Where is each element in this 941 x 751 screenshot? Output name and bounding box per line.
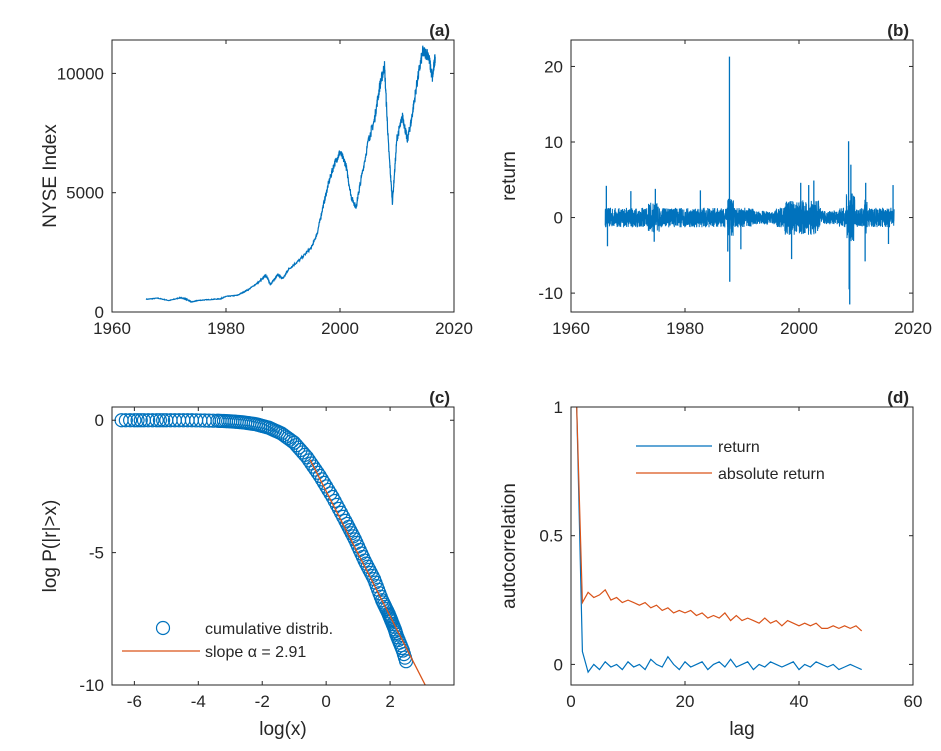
axes-box <box>570 406 914 686</box>
y-tick-label: 1 <box>554 398 563 417</box>
x-tick-label: 2000 <box>780 319 818 338</box>
cumulative-distrib-marker <box>319 479 334 494</box>
x-tick-label: -6 <box>127 692 142 711</box>
panel-label: (c) <box>429 388 450 407</box>
y-tick-label: 0 <box>95 303 104 322</box>
legend-marker-cumulative <box>155 620 171 636</box>
panel-d-plot-area <box>576 407 863 674</box>
cumulative-distrib-marker <box>314 472 329 487</box>
cumulative-distrib-marker <box>156 413 171 428</box>
y-tick-label: 0.5 <box>539 527 563 546</box>
legend-c: cumulative distrib. slope α = 2.91 <box>122 620 333 661</box>
x-tick-label: 1980 <box>666 319 704 338</box>
cumulative-distrib-marker <box>141 413 156 428</box>
cumulative-distrib-marker <box>316 475 332 490</box>
cumulative-distrib-marker <box>118 413 133 428</box>
cumulative-distrib-marker <box>149 413 164 428</box>
cumulative-distrib-marker <box>308 462 323 477</box>
y-axis-label: log P(|r|>x) <box>40 500 61 593</box>
x-tick-label: 2020 <box>435 319 473 338</box>
y-axis-label: return <box>499 151 520 201</box>
axes-box <box>570 39 914 313</box>
cumulative-distrib-marker <box>133 413 148 428</box>
x-tick-label: -4 <box>191 692 206 711</box>
cumulative-distrib-marker <box>280 431 295 446</box>
cumulative-distrib-marker <box>152 413 168 428</box>
legend-label-return: return <box>718 439 760 456</box>
series-line-absolute-return <box>576 407 863 632</box>
x-tick-label: 60 <box>904 692 923 711</box>
x-axis-label: lag <box>729 719 754 740</box>
panel-c-cumulative-distribution: -6 -4 -2 0 2 -10 -5 0 (c) log(x) log P(|r|>x) cumul… <box>40 388 455 740</box>
series-line-nyse-index <box>145 45 436 304</box>
y-tick-label: 20 <box>544 57 563 76</box>
legend-d: return absolute return <box>636 439 825 483</box>
x-tick-label: 0 <box>321 692 330 711</box>
cumulative-distrib-marker <box>130 413 145 428</box>
y-tick-label: 0 <box>554 209 563 228</box>
legend-label-absolute-return: absolute return <box>718 466 825 483</box>
x-tick-label: 1960 <box>93 319 131 338</box>
panel-label: (a) <box>429 21 450 40</box>
x-tick-label: 1960 <box>552 319 590 338</box>
y-tick-label: 10000 <box>57 64 104 83</box>
x-tick-label: 2 <box>385 692 394 711</box>
y-tick-label: 0 <box>554 655 563 674</box>
y-tick-label: 5000 <box>66 184 104 203</box>
axes-box <box>111 39 455 313</box>
panel-a-nyse-index: 1960 1980 2000 2020 0 5000 10000 (a) NYSE Index <box>40 21 473 338</box>
x-tick-label: 2000 <box>321 319 359 338</box>
y-tick-label: -5 <box>89 544 104 563</box>
x-tick-label: 2020 <box>894 319 932 338</box>
panel-d-autocorrelation: 0 20 40 60 0 0.5 1 (d) lag autocorrelation return a… <box>499 388 922 740</box>
cumulative-distrib-marker <box>123 413 138 428</box>
y-tick-label: 10 <box>544 133 563 152</box>
panel-c-plot-area <box>114 413 426 685</box>
y-axis-label: NYSE Index <box>40 124 61 228</box>
series-line-return <box>604 193 895 242</box>
legend-label-slope: slope α = 2.91 <box>205 644 306 661</box>
x-tick-label: 40 <box>790 692 809 711</box>
cumulative-distrib-marker <box>127 413 142 428</box>
y-tick-label: -10 <box>79 676 104 695</box>
y-tick-label: -10 <box>538 284 563 303</box>
series-line-return <box>576 407 862 674</box>
cumulative-distrib-marker <box>145 413 160 428</box>
cumulative-distrib-marker <box>293 442 308 458</box>
y-tick-label: 0 <box>95 411 104 430</box>
cumulative-distrib-marker <box>394 640 409 656</box>
x-tick-label: 0 <box>566 692 575 711</box>
x-axis-label: log(x) <box>259 719 307 740</box>
x-tick-label: -2 <box>255 692 270 711</box>
y-axis-label: autocorrelation <box>499 483 520 609</box>
cumulative-distrib-marker <box>344 526 359 541</box>
axes-box <box>111 406 455 686</box>
slope-fit-line <box>309 459 426 685</box>
panel-label: (d) <box>887 388 909 407</box>
panel-label: (b) <box>887 21 909 40</box>
legend-label-cumulative: cumulative distrib. <box>205 621 333 638</box>
panel-b-return: 1960 1980 2000 2020 -10 0 10 20 (b) return <box>499 21 932 338</box>
x-tick-label: 1980 <box>207 319 245 338</box>
x-tick-label: 20 <box>676 692 695 711</box>
